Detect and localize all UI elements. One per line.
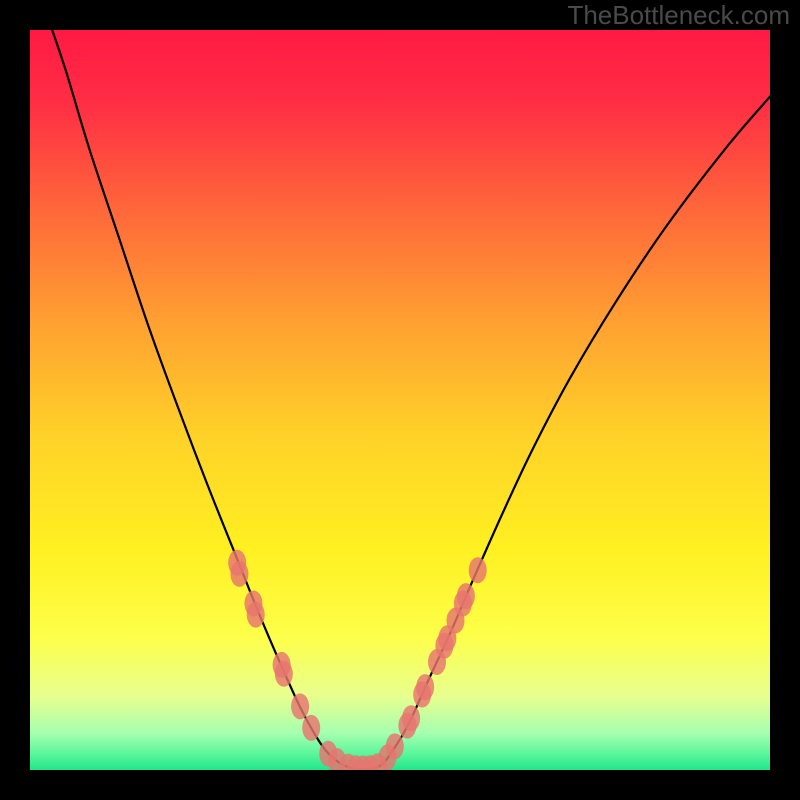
data-marker bbox=[230, 561, 248, 587]
data-marker bbox=[457, 583, 475, 609]
gradient-background bbox=[30, 30, 770, 770]
data-marker bbox=[469, 557, 487, 583]
data-marker bbox=[291, 693, 309, 719]
data-marker bbox=[275, 661, 293, 687]
bottleneck-chart bbox=[0, 0, 800, 800]
data-marker bbox=[416, 674, 434, 700]
data-marker bbox=[302, 715, 320, 741]
chart-stage: TheBottleneck.com bbox=[0, 0, 800, 800]
data-marker bbox=[247, 602, 265, 628]
watermark-text: TheBottleneck.com bbox=[567, 0, 790, 31]
data-marker bbox=[402, 705, 420, 731]
data-marker bbox=[386, 733, 404, 759]
